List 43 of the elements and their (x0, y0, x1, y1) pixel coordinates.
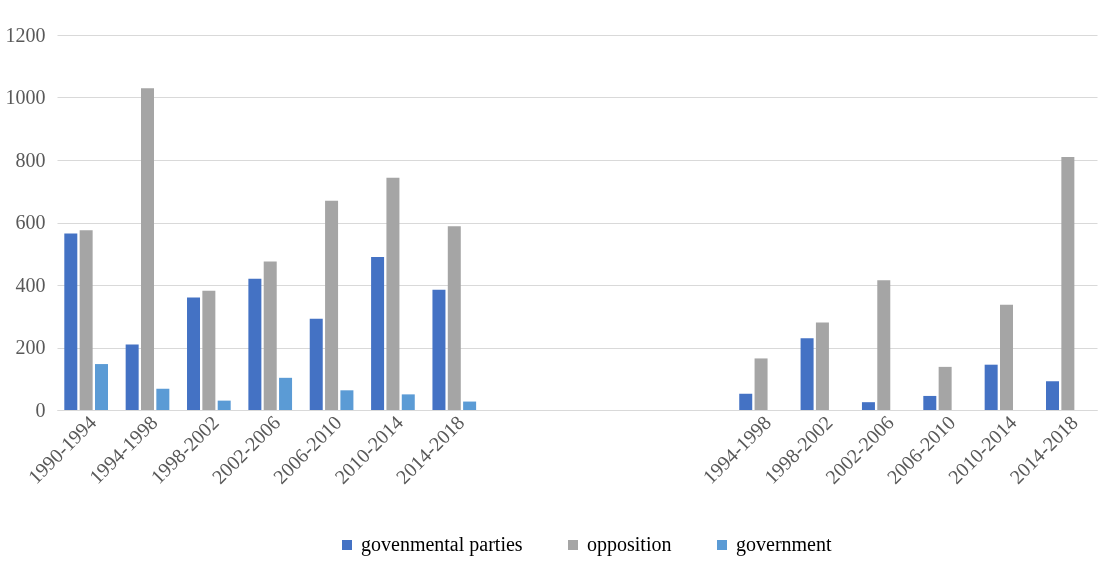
bar (984, 364, 998, 410)
bar (1000, 304, 1013, 410)
bar (340, 390, 354, 410)
bar (386, 177, 400, 410)
bar (202, 290, 216, 410)
bar (877, 280, 891, 410)
bar (923, 395, 937, 410)
bar (125, 344, 139, 410)
y-tick-label: 1000 (5, 86, 46, 108)
bar (1061, 156, 1075, 410)
y-tick-label: 1200 (5, 23, 46, 46)
y-tick-label: 0 (35, 398, 46, 421)
y-tick-label: 600 (15, 211, 46, 233)
legend-label: government (736, 533, 832, 556)
bar (187, 297, 201, 410)
bar (248, 278, 262, 410)
bar (263, 261, 277, 410)
bar (64, 233, 78, 410)
y-tick-label: 800 (15, 148, 46, 171)
bar (217, 400, 231, 410)
bar (279, 377, 293, 410)
bar (815, 322, 829, 410)
bar (1046, 381, 1060, 410)
bar (938, 366, 952, 410)
bar (141, 88, 154, 410)
bar (401, 394, 415, 410)
bar (94, 364, 108, 410)
bar (371, 256, 385, 410)
bar (739, 393, 753, 410)
bar (325, 200, 339, 410)
bar (754, 358, 768, 410)
bar (463, 401, 477, 410)
legend-label: govenmental parties (361, 533, 523, 556)
bar (861, 402, 875, 410)
bar (432, 289, 446, 410)
bar (79, 230, 93, 410)
bar (309, 318, 323, 410)
bar (447, 226, 461, 410)
legend-label: opposition (587, 533, 672, 556)
bar (800, 338, 814, 410)
y-tick-label: 200 (15, 336, 46, 358)
y-tick-label: 400 (15, 273, 46, 296)
bar (156, 388, 170, 410)
